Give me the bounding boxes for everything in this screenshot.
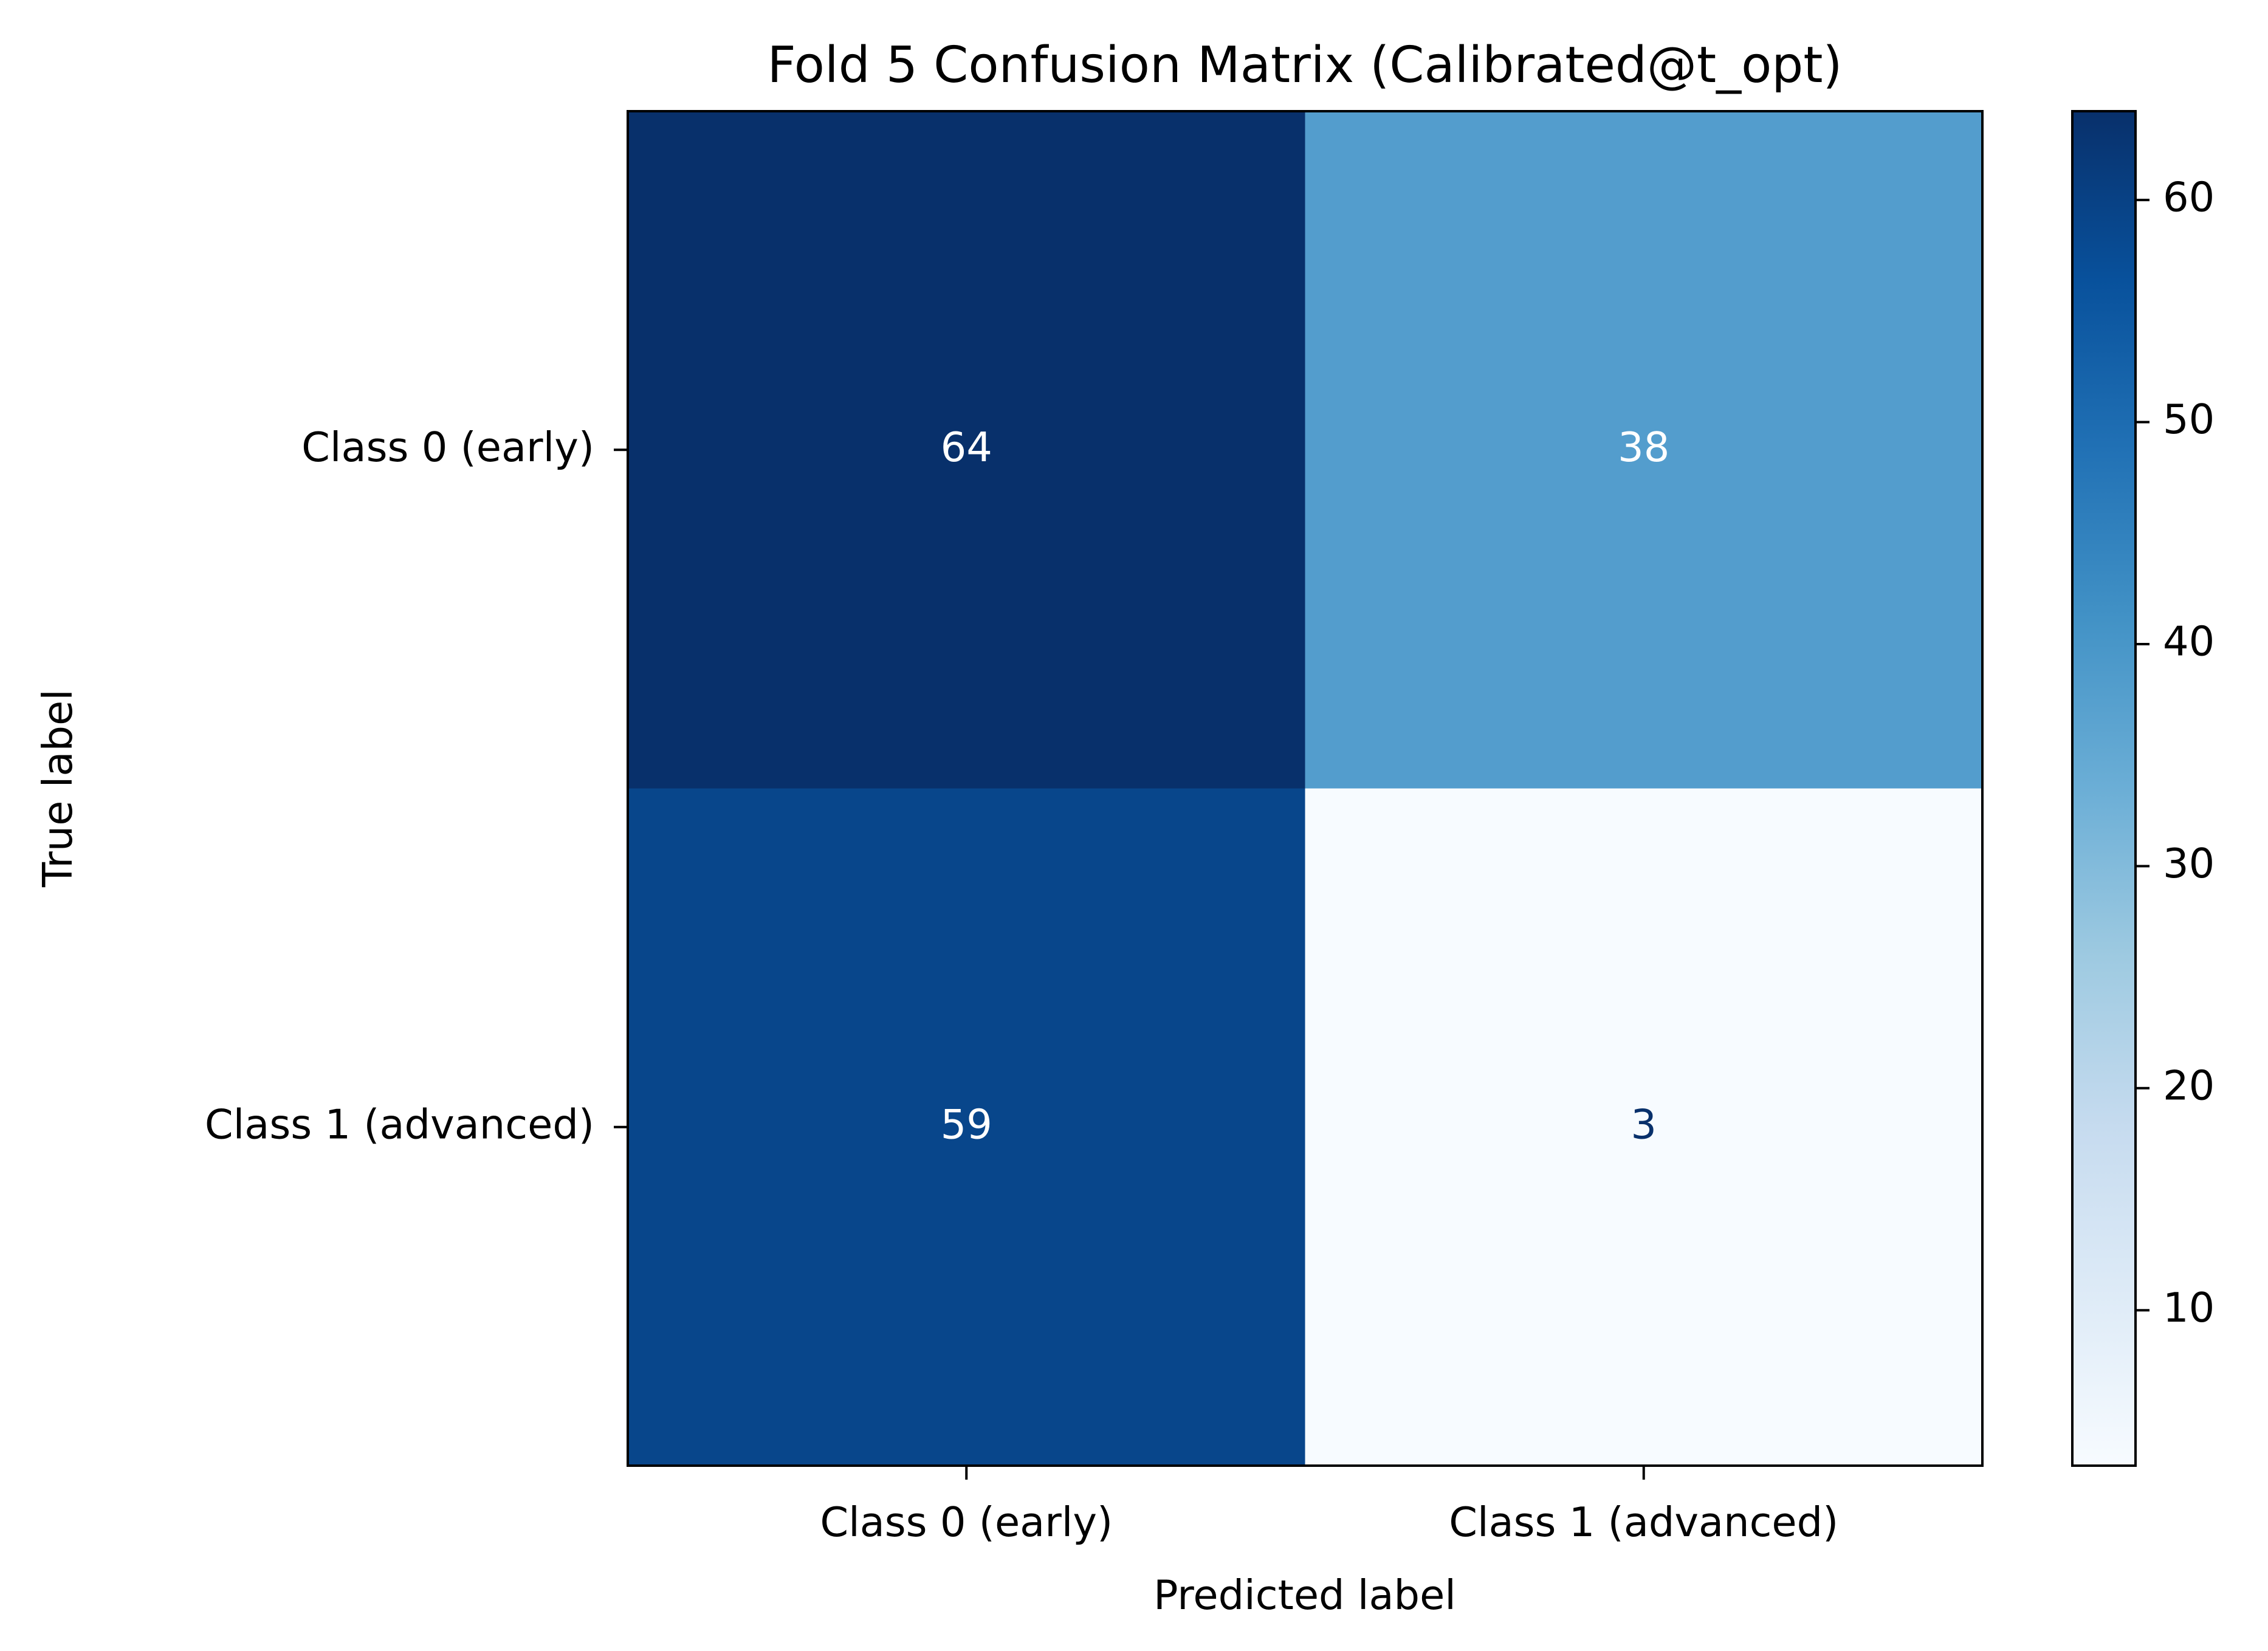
heatmap-cell-labels: 64 38 59 3: [941, 424, 1670, 1148]
heatmap-cell-r0-c1: [1305, 111, 1983, 789]
heatmap-cell-label-r0-c0: 64: [941, 424, 992, 471]
colorbar-tick-label-1: 20: [2163, 1062, 2215, 1109]
y-axis-ticks: Class 0 (early) Class 1 (advanced): [205, 424, 628, 1148]
colorbar-tick-label-2: 30: [2163, 840, 2215, 887]
plot-frame: [627, 110, 1984, 1467]
heatmap-cell-label-r0-c1: 38: [1618, 424, 1669, 471]
heatmap-cell-r0-c0: [628, 111, 1305, 789]
heatmap-cell-r1-c1: [1305, 788, 1983, 1466]
y-tick-label-0: Class 0 (early): [301, 424, 594, 471]
colorbar: [2071, 110, 2137, 1467]
y-tick-label-1: Class 1 (advanced): [205, 1100, 594, 1148]
colorbar-ticks: 10 20 30 40 50 60: [2136, 174, 2215, 1331]
colorbar-tick-label-0: 10: [2163, 1284, 2215, 1331]
x-axis-ticks: Class 0 (early) Class 1 (advanced): [820, 1466, 1838, 1546]
heatmap-cell-label-r1-c0: 59: [941, 1100, 992, 1148]
colorbar-tick-label-4: 50: [2163, 396, 2215, 443]
y-axis-label: True label: [34, 689, 81, 888]
colorbar-tick-label-3: 40: [2163, 618, 2215, 665]
colorbar-tick-label-5: 60: [2163, 174, 2215, 221]
heatmap-cell-r1-c0: [628, 788, 1305, 1466]
x-tick-label-1: Class 1 (advanced): [1449, 1498, 1838, 1546]
heatmap-cells: [628, 111, 1983, 1466]
x-tick-label-0: Class 0 (early): [820, 1498, 1113, 1546]
heatmap-cell-label-r1-c1: 3: [1631, 1100, 1657, 1148]
x-axis-label: Predicted label: [1153, 1571, 1456, 1619]
chart-title: Fold 5 Confusion Matrix (Calibrated@t_op…: [768, 36, 1843, 94]
